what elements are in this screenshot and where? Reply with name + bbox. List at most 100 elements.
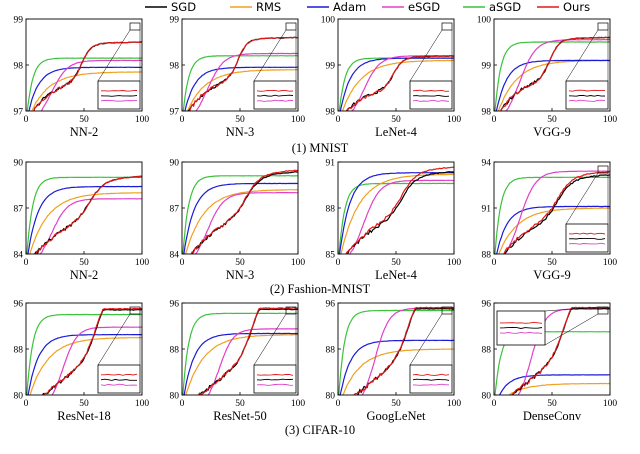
y-tick-label: 96 bbox=[14, 300, 24, 310]
x-tick-label: 50 bbox=[235, 115, 245, 125]
series-line-adam bbox=[496, 205, 610, 254]
series-group bbox=[182, 169, 298, 254]
series-line-esgd bbox=[505, 38, 610, 111]
subplot-title: ResNet-18 bbox=[57, 409, 110, 423]
connector bbox=[565, 29, 599, 82]
x-tick-label: 100 bbox=[135, 258, 150, 268]
x-tick-label: 100 bbox=[291, 258, 306, 268]
legend-label: eSGD bbox=[408, 0, 440, 14]
zoom-region bbox=[129, 22, 141, 31]
x-tick-label: 100 bbox=[291, 115, 306, 125]
legend-item-sgd: SGD bbox=[145, 0, 196, 14]
inset-line-ours bbox=[412, 89, 450, 92]
zoom-inset bbox=[496, 306, 609, 346]
series-line-esgd bbox=[51, 326, 142, 395]
chart-panel: 0 50 100 88 91 94 VGG-9 bbox=[482, 159, 618, 283]
series-line-rms bbox=[340, 173, 454, 254]
y-tick-label: 87 bbox=[170, 205, 180, 215]
series-line-ours bbox=[500, 36, 610, 111]
inset-line-esgd bbox=[100, 99, 138, 102]
inset-line-esgd bbox=[257, 99, 294, 102]
zoom-region bbox=[597, 22, 609, 31]
inset-line-esgd bbox=[568, 242, 606, 245]
section-label: (1) MNIST bbox=[292, 141, 349, 155]
zoom-region bbox=[285, 22, 297, 31]
x-tick-label: 50 bbox=[79, 258, 89, 268]
subplot-title: NN-3 bbox=[226, 268, 254, 282]
y-tick-label: 88 bbox=[482, 251, 492, 261]
chart-panel: 0 50 100 80 88 96 DenseConv bbox=[482, 300, 618, 424]
chart-panel: 0 50 100 97 98 99 NN-3 bbox=[170, 16, 306, 140]
y-tick-label: 97 bbox=[170, 108, 180, 118]
y-tick-label: 88 bbox=[14, 346, 24, 356]
x-tick-label: 100 bbox=[291, 399, 306, 409]
y-tick-label: 88 bbox=[326, 346, 336, 356]
y-tick-label: 80 bbox=[170, 392, 180, 402]
x-tick-label: 50 bbox=[79, 115, 89, 125]
connector bbox=[565, 172, 599, 225]
legend-label: SGD bbox=[171, 0, 196, 14]
y-tick-label: 87 bbox=[14, 205, 24, 215]
series-line-asgd bbox=[182, 312, 298, 395]
inset-line-sgd bbox=[100, 94, 138, 97]
subplot-title: NN-2 bbox=[70, 125, 98, 139]
series-line-esgd bbox=[40, 59, 142, 111]
x-tick-label: 100 bbox=[603, 258, 618, 268]
zoom-region bbox=[597, 306, 609, 315]
connector bbox=[409, 313, 443, 366]
chart-panel: 0 50 100 85 88 91 LeNet-4 bbox=[326, 159, 462, 283]
legend-label: Adam bbox=[333, 0, 366, 14]
chart-panel: 0 50 100 80 88 96 ResNet-18 bbox=[14, 300, 150, 424]
connector bbox=[544, 313, 599, 346]
x-tick-label: 0 bbox=[492, 399, 497, 409]
y-tick-label: 99 bbox=[170, 16, 180, 26]
y-tick-label: 98 bbox=[170, 62, 180, 72]
series-line-rms bbox=[184, 189, 298, 254]
x-tick-label: 0 bbox=[180, 399, 185, 409]
subplot-title: GoogLeNet bbox=[366, 409, 426, 423]
series-line-adam bbox=[498, 374, 610, 395]
x-tick-label: 0 bbox=[180, 258, 185, 268]
x-tick-label: 100 bbox=[447, 258, 462, 268]
inset-line-ours bbox=[101, 373, 138, 376]
series-line-rms bbox=[342, 59, 454, 111]
series-line-ours bbox=[197, 307, 298, 395]
chart-panel: 0 50 100 80 88 96 ResNet-50 bbox=[170, 300, 306, 424]
x-tick-label: 50 bbox=[79, 399, 89, 409]
series-group bbox=[182, 36, 298, 111]
inset-line-esgd bbox=[100, 383, 138, 386]
series-line-rms bbox=[185, 334, 298, 395]
x-tick-label: 0 bbox=[492, 115, 497, 125]
y-tick-label: 96 bbox=[482, 300, 492, 310]
y-tick-label: 98 bbox=[326, 108, 336, 118]
series-line-ours bbox=[345, 55, 454, 111]
zoom-inset bbox=[565, 22, 609, 110]
series-line-ours bbox=[502, 170, 610, 254]
legend-item-ours: Ours bbox=[537, 0, 590, 14]
series-line-asgd bbox=[26, 176, 142, 254]
inset-line-sgd bbox=[412, 94, 450, 97]
inset-line-esgd bbox=[412, 99, 450, 102]
inset-line-ours bbox=[101, 90, 138, 92]
legend-item-rms: RMS bbox=[230, 0, 281, 14]
y-tick-label: 99 bbox=[326, 62, 336, 72]
y-tick-label: 94 bbox=[482, 159, 492, 169]
y-tick-label: 96 bbox=[326, 300, 336, 310]
x-tick-label: 50 bbox=[391, 115, 401, 125]
x-tick-label: 100 bbox=[135, 115, 150, 125]
x-tick-label: 0 bbox=[24, 258, 29, 268]
y-tick-label: 90 bbox=[170, 159, 180, 169]
x-tick-label: 50 bbox=[547, 399, 557, 409]
subplot-title: LeNet-4 bbox=[375, 268, 417, 282]
subplot-title: VGG-9 bbox=[533, 268, 571, 282]
zoom-inset bbox=[409, 22, 453, 110]
inset-line-esgd bbox=[256, 383, 294, 386]
series-line-ours bbox=[189, 36, 298, 111]
inset-line-ours bbox=[412, 373, 450, 376]
x-tick-label: 0 bbox=[492, 258, 497, 268]
series-group bbox=[494, 170, 610, 254]
x-tick-label: 50 bbox=[235, 399, 245, 409]
inset-frame bbox=[565, 223, 609, 253]
connector bbox=[253, 29, 287, 82]
series-group bbox=[26, 175, 142, 254]
